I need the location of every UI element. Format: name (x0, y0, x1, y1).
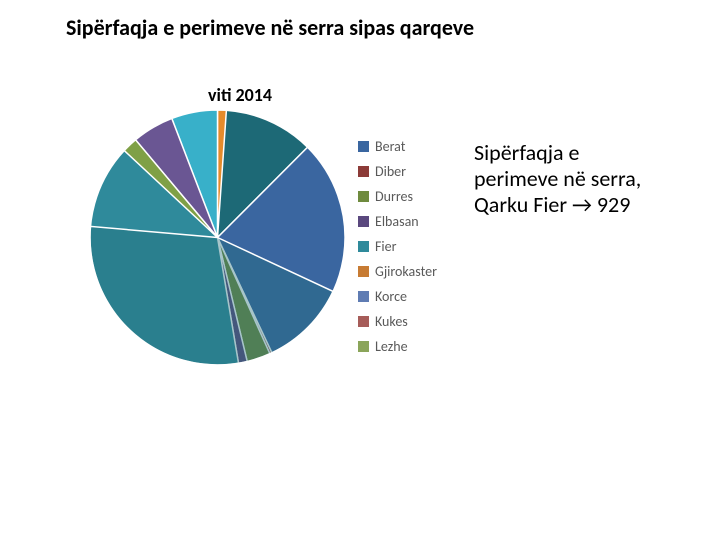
legend-item: Durres (358, 184, 437, 209)
legend-label: Elbasan (375, 209, 419, 234)
legend-label: Diber (375, 159, 406, 184)
slide: Sipërfaqja e perimeve në serra sipas qar… (0, 0, 720, 540)
legend: BeratDiberDurresElbasanFierGjirokasterKo… (358, 134, 437, 359)
legend-item: Diber (358, 159, 437, 184)
legend-item: Elbasan (358, 209, 437, 234)
legend-swatch (358, 291, 369, 302)
legend-swatch (358, 241, 369, 252)
legend-label: Fier (375, 234, 397, 259)
pie-chart (90, 110, 345, 365)
legend-swatch (358, 316, 369, 327)
legend-item: Fier (358, 234, 437, 259)
page-title: Sipërfaqja e perimeve në serra sipas qar… (66, 14, 474, 41)
legend-label: Berat (375, 134, 405, 159)
pie-svg (90, 110, 345, 365)
legend-label: Gjirokaster (375, 259, 437, 284)
legend-item: Korce (358, 284, 437, 309)
legend-swatch (358, 266, 369, 277)
legend-item: Gjirokaster (358, 259, 437, 284)
chart-title: viti 2014 (208, 84, 272, 106)
legend-swatch (358, 191, 369, 202)
annotation-line: Sipërfaqja e (474, 140, 714, 166)
legend-swatch (358, 216, 369, 227)
annotation-text: Sipërfaqja e perimeve në serra, Qarku Fi… (474, 140, 714, 218)
legend-item: Kukes (358, 309, 437, 334)
annotation-line: perimeve në serra, (474, 166, 714, 192)
legend-label: Kukes (375, 309, 408, 334)
legend-swatch (358, 141, 369, 152)
legend-swatch (358, 166, 369, 177)
legend-item: Berat (358, 134, 437, 159)
legend-label: Durres (375, 184, 413, 209)
legend-label: Korce (375, 284, 407, 309)
legend-swatch (358, 341, 369, 352)
annotation-line: Qarku Fier → 929 (474, 192, 714, 218)
legend-item: Lezhe (358, 334, 437, 359)
legend-label: Lezhe (375, 334, 408, 359)
